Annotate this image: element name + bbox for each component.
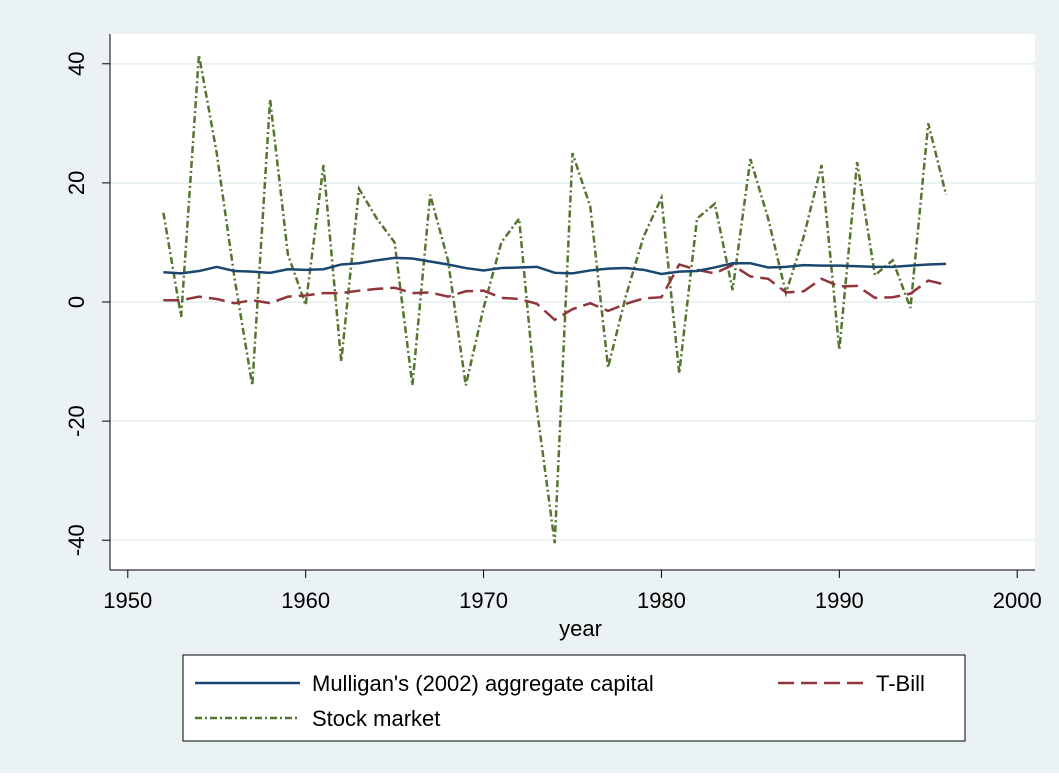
y-tick-label: 20 [64,171,89,195]
data-line [163,262,947,322]
x-tick-label: 1960 [281,588,330,613]
legend-label: T-Bill [876,671,925,696]
x-tick-label: 1990 [815,588,864,613]
y-tick-label: -20 [64,405,89,437]
legend-label: Mulligan's (2002) aggregate capital [312,671,654,696]
x-axis-label: year [559,616,602,641]
data-line [163,256,947,276]
legend-box [182,654,966,742]
legend-label: Stock market [312,706,440,731]
x-tick-label: 1980 [637,588,686,613]
x-tick-label: 1950 [103,588,152,613]
x-tick-label: 2000 [993,588,1042,613]
y-tick-label: -40 [64,524,89,556]
data-line [162,54,948,544]
y-tick-label: 0 [64,296,89,308]
x-tick-label: 1970 [459,588,508,613]
y-tick-label: 40 [64,52,89,76]
